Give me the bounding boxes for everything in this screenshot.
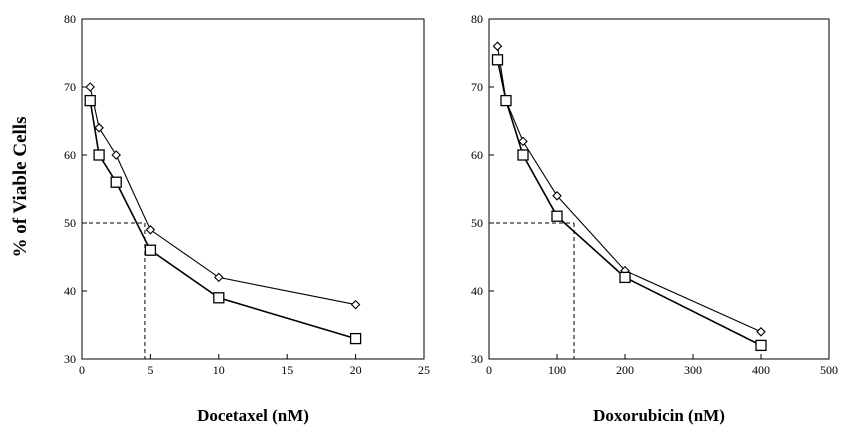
x-axis-label: Docetaxel (nM) bbox=[197, 406, 309, 425]
square-marker bbox=[551, 210, 563, 222]
y-tick-label: 80 bbox=[471, 12, 483, 26]
square-marker bbox=[619, 271, 631, 284]
square-marker bbox=[84, 94, 96, 107]
diamond-marker bbox=[492, 41, 503, 51]
x-tick-label: 200 bbox=[616, 363, 634, 377]
y-tick-label: 50 bbox=[64, 216, 76, 230]
diamond-marker bbox=[350, 299, 361, 310]
x-tick-label: 400 bbox=[752, 363, 770, 377]
x-tick-label: 0 bbox=[486, 363, 492, 377]
series-line-square bbox=[496, 59, 762, 347]
square-marker bbox=[517, 149, 529, 161]
square-marker bbox=[491, 54, 504, 66]
x-tick-label: 5 bbox=[147, 363, 153, 377]
x-tick-label: 25 bbox=[418, 363, 430, 377]
doxorubicin-panel: 30 40 50 60 70 80 0 100 200 300 400 500 Doxorubicin … bbox=[471, 12, 838, 425]
square-marker bbox=[500, 94, 512, 107]
y-tick-label: 30 bbox=[471, 352, 483, 366]
square-marker bbox=[213, 292, 225, 304]
series-line-diamond bbox=[496, 46, 762, 333]
diamond-marker bbox=[518, 136, 528, 147]
x-tick-label: 0 bbox=[79, 363, 85, 377]
y-tick-label: 40 bbox=[471, 284, 483, 298]
square-marker bbox=[755, 339, 767, 352]
square-marker bbox=[144, 244, 157, 256]
x-tick-label: 10 bbox=[213, 363, 225, 377]
y-tick-label: 70 bbox=[471, 80, 483, 94]
diamond-marker bbox=[111, 150, 121, 160]
square-marker bbox=[349, 332, 362, 345]
x-axis-label: Doxorubicin (nM) bbox=[593, 406, 725, 425]
y-tick-label: 80 bbox=[64, 12, 76, 26]
y-tick-label: 50 bbox=[471, 216, 483, 230]
y-tick-label: 40 bbox=[64, 284, 76, 298]
diamond-marker bbox=[94, 123, 104, 133]
plot-frame bbox=[488, 18, 830, 360]
series-line-diamond bbox=[89, 86, 356, 306]
diamond-marker bbox=[214, 272, 224, 283]
diamond-marker bbox=[756, 327, 766, 337]
x-tick-label: 100 bbox=[548, 363, 566, 377]
x-tick-label: 20 bbox=[350, 363, 362, 377]
series-line-square bbox=[89, 100, 356, 340]
square-marker bbox=[110, 176, 122, 188]
square-marker bbox=[93, 149, 105, 161]
y-tick-label: 60 bbox=[64, 148, 76, 162]
y-tick-label: 60 bbox=[471, 148, 483, 162]
y-axis-label: % of Viable Cells bbox=[10, 117, 31, 258]
plot-frame bbox=[81, 18, 425, 360]
y-tick-label: 30 bbox=[64, 352, 76, 366]
diamond-marker bbox=[145, 225, 156, 235]
diamond-marker bbox=[552, 191, 562, 201]
docetaxel-panel: 30 40 50 60 70 80 0 5 10 15 20 25 Docetaxel (nM) bbox=[64, 12, 430, 425]
x-tick-label: 300 bbox=[684, 363, 702, 377]
y-tick-label: 70 bbox=[64, 80, 76, 94]
x-tick-label: 15 bbox=[281, 363, 293, 377]
x-tick-label: 500 bbox=[820, 363, 838, 377]
diamond-marker bbox=[85, 82, 95, 92]
